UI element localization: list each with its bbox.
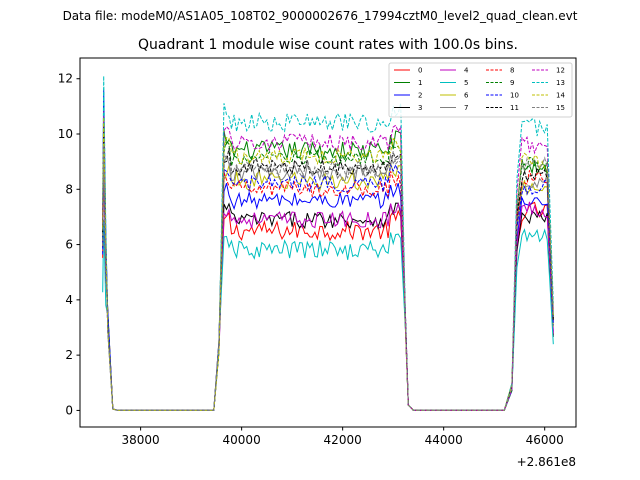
y-tick-label: 0: [65, 403, 73, 417]
suptitle: Data file: modeM0/AS1A05_108T02_90000026…: [63, 9, 578, 23]
axes-frame: [79, 57, 577, 428]
legend-label: 2: [418, 92, 422, 100]
chart-title: Quadrant 1 module wise count rates with …: [138, 37, 518, 53]
series-line-13: [102, 75, 554, 411]
y-tick-label: 12: [58, 72, 73, 86]
legend-label: 6: [464, 92, 469, 100]
legend-box: [388, 62, 573, 118]
series-line-10: [102, 158, 554, 411]
series-line-8: [102, 164, 554, 411]
series-line-0: [102, 120, 554, 411]
y-tick-label: 4: [65, 293, 73, 307]
x-tick-label: 46000: [526, 433, 564, 447]
legend-label: 0: [418, 67, 422, 75]
legend-label: 12: [556, 67, 565, 75]
series-line-5: [102, 219, 554, 411]
series-line-1: [102, 106, 554, 411]
y-tick-label: 10: [58, 127, 73, 141]
series-line-7: [102, 139, 554, 411]
series-line-15: [102, 145, 554, 411]
legend-label: 3: [418, 104, 422, 112]
series-line-12: [102, 109, 554, 411]
x-tick-label: 38000: [122, 433, 160, 447]
legend-label: 9: [510, 79, 514, 87]
x-tick-label: 42000: [324, 433, 362, 447]
legend-label: 4: [464, 67, 469, 75]
legend-label: 14: [556, 92, 565, 100]
legend-label: 5: [464, 79, 468, 87]
legend-label: 13: [556, 79, 565, 87]
x-tick-label: 40000: [223, 433, 261, 447]
series-line-9: [102, 133, 554, 411]
series-line-11: [102, 122, 554, 411]
legend-label: 11: [510, 104, 519, 112]
legend-label: 8: [510, 67, 514, 75]
series-line-4: [102, 111, 554, 411]
legend-label: 15: [556, 104, 565, 112]
series-layer: [102, 75, 554, 411]
x-offset-label: +2.861e8: [517, 455, 576, 469]
y-tick-label: 8: [65, 182, 73, 196]
legend-label: 1: [418, 79, 422, 87]
series-line-14: [102, 117, 554, 411]
legend-label: 7: [464, 104, 468, 112]
y-tick-label: 2: [65, 348, 73, 362]
x-tick-label: 44000: [425, 433, 463, 447]
legend-label: 10: [510, 92, 519, 100]
y-tick-label: 6: [65, 238, 73, 252]
